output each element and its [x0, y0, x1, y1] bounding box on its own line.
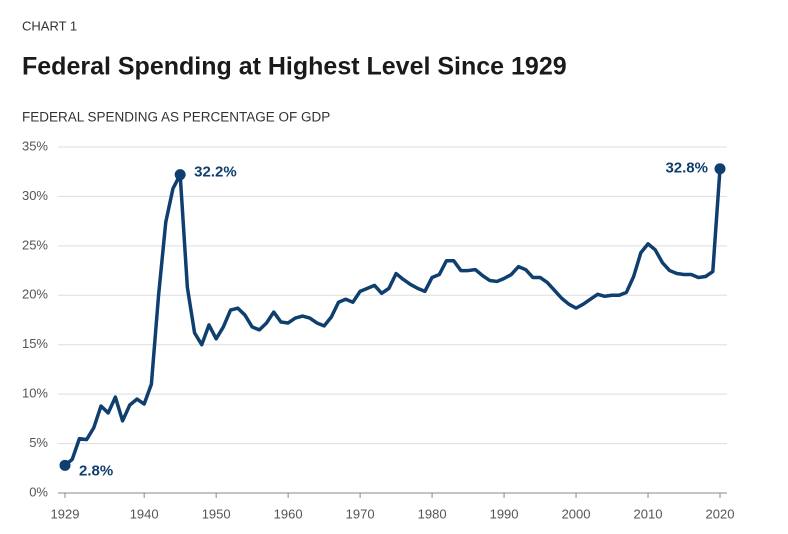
x-tick-label: 1990	[490, 506, 519, 521]
x-tick-label: 2020	[706, 506, 735, 521]
y-tick-label: 25%	[22, 237, 48, 252]
x-tick-label: 1940	[130, 506, 159, 521]
y-tick-label: 5%	[29, 435, 48, 450]
chart-title: Federal Spending at Highest Level Since …	[22, 53, 567, 81]
x-tick-label: 2010	[634, 506, 663, 521]
x-tick-label: 1929	[51, 506, 80, 521]
value-label: 32.2%	[194, 164, 237, 181]
y-tick-label: 10%	[22, 386, 48, 401]
y-tick-label: 20%	[22, 287, 48, 302]
data-line	[63, 167, 722, 468]
highlight-point	[174, 169, 186, 181]
x-tick-label: 2000	[562, 506, 591, 521]
chart-subtitle: FEDERAL SPENDING AS PERCENTAGE OF GDP	[22, 110, 330, 125]
highlight-point	[59, 459, 71, 471]
value-label: 2.8%	[79, 462, 113, 479]
x-tick-label: 1970	[346, 506, 375, 521]
x-tick-label: 1950	[202, 506, 231, 521]
y-tick-label: 35%	[22, 138, 48, 153]
x-tick-label: 1960	[274, 506, 303, 521]
y-tick-label: 30%	[22, 188, 48, 203]
highlight-point	[714, 163, 726, 175]
y-tick-label: 15%	[22, 336, 48, 351]
x-tick-label: 1980	[418, 506, 447, 521]
chart-eyebrow: CHART 1	[22, 18, 77, 33]
value-label: 32.8%	[665, 160, 708, 177]
y-tick-label: 0%	[29, 484, 48, 499]
